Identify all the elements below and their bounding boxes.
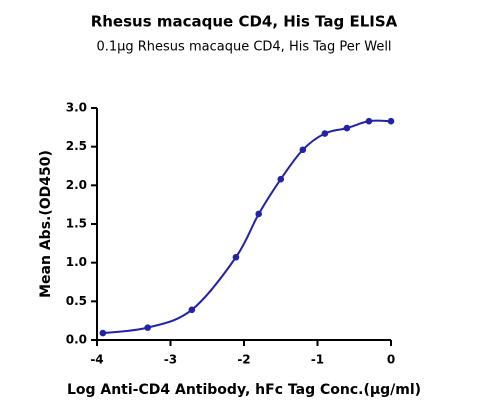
data-point [99, 329, 107, 337]
y-tick-label: 2.0 [66, 178, 87, 192]
fit-curve [102, 119, 392, 335]
data-point [277, 175, 285, 183]
x-tick-label: -3 [164, 353, 177, 367]
y-tick-label: 1.5 [66, 217, 87, 231]
y-tick-label: 1.0 [66, 255, 87, 269]
x-tick-label: 0 [387, 353, 395, 367]
data-point [365, 117, 373, 125]
chart-subtitle: 0.1μg Rhesus macaque CD4, His Tag Per We… [96, 40, 391, 55]
data-point [232, 253, 240, 261]
data-point [144, 324, 152, 331]
x-tick-label: -2 [237, 353, 250, 367]
y-tick-label: 0.0 [66, 333, 87, 347]
x-tick-label: -4 [90, 353, 103, 367]
y-tick-label: 0.5 [66, 294, 87, 308]
data-point [343, 124, 351, 132]
y-tick-label: 3.0 [66, 101, 87, 115]
data-point [299, 146, 307, 154]
data-point [387, 117, 395, 125]
data-point [321, 130, 329, 137]
data-point [188, 306, 196, 314]
chart-title: Rhesus macaque CD4, His Tag ELISA [91, 13, 398, 31]
x-axis-label: Log Anti-CD4 Antibody, hFc Tag Conc.(μg/… [67, 382, 421, 398]
data-point [255, 210, 262, 218]
y-tick-label: 2.5 [66, 139, 87, 153]
y-axis-label: Mean Abs.(OD450) [38, 150, 54, 298]
x-tick-label: -1 [311, 353, 324, 367]
